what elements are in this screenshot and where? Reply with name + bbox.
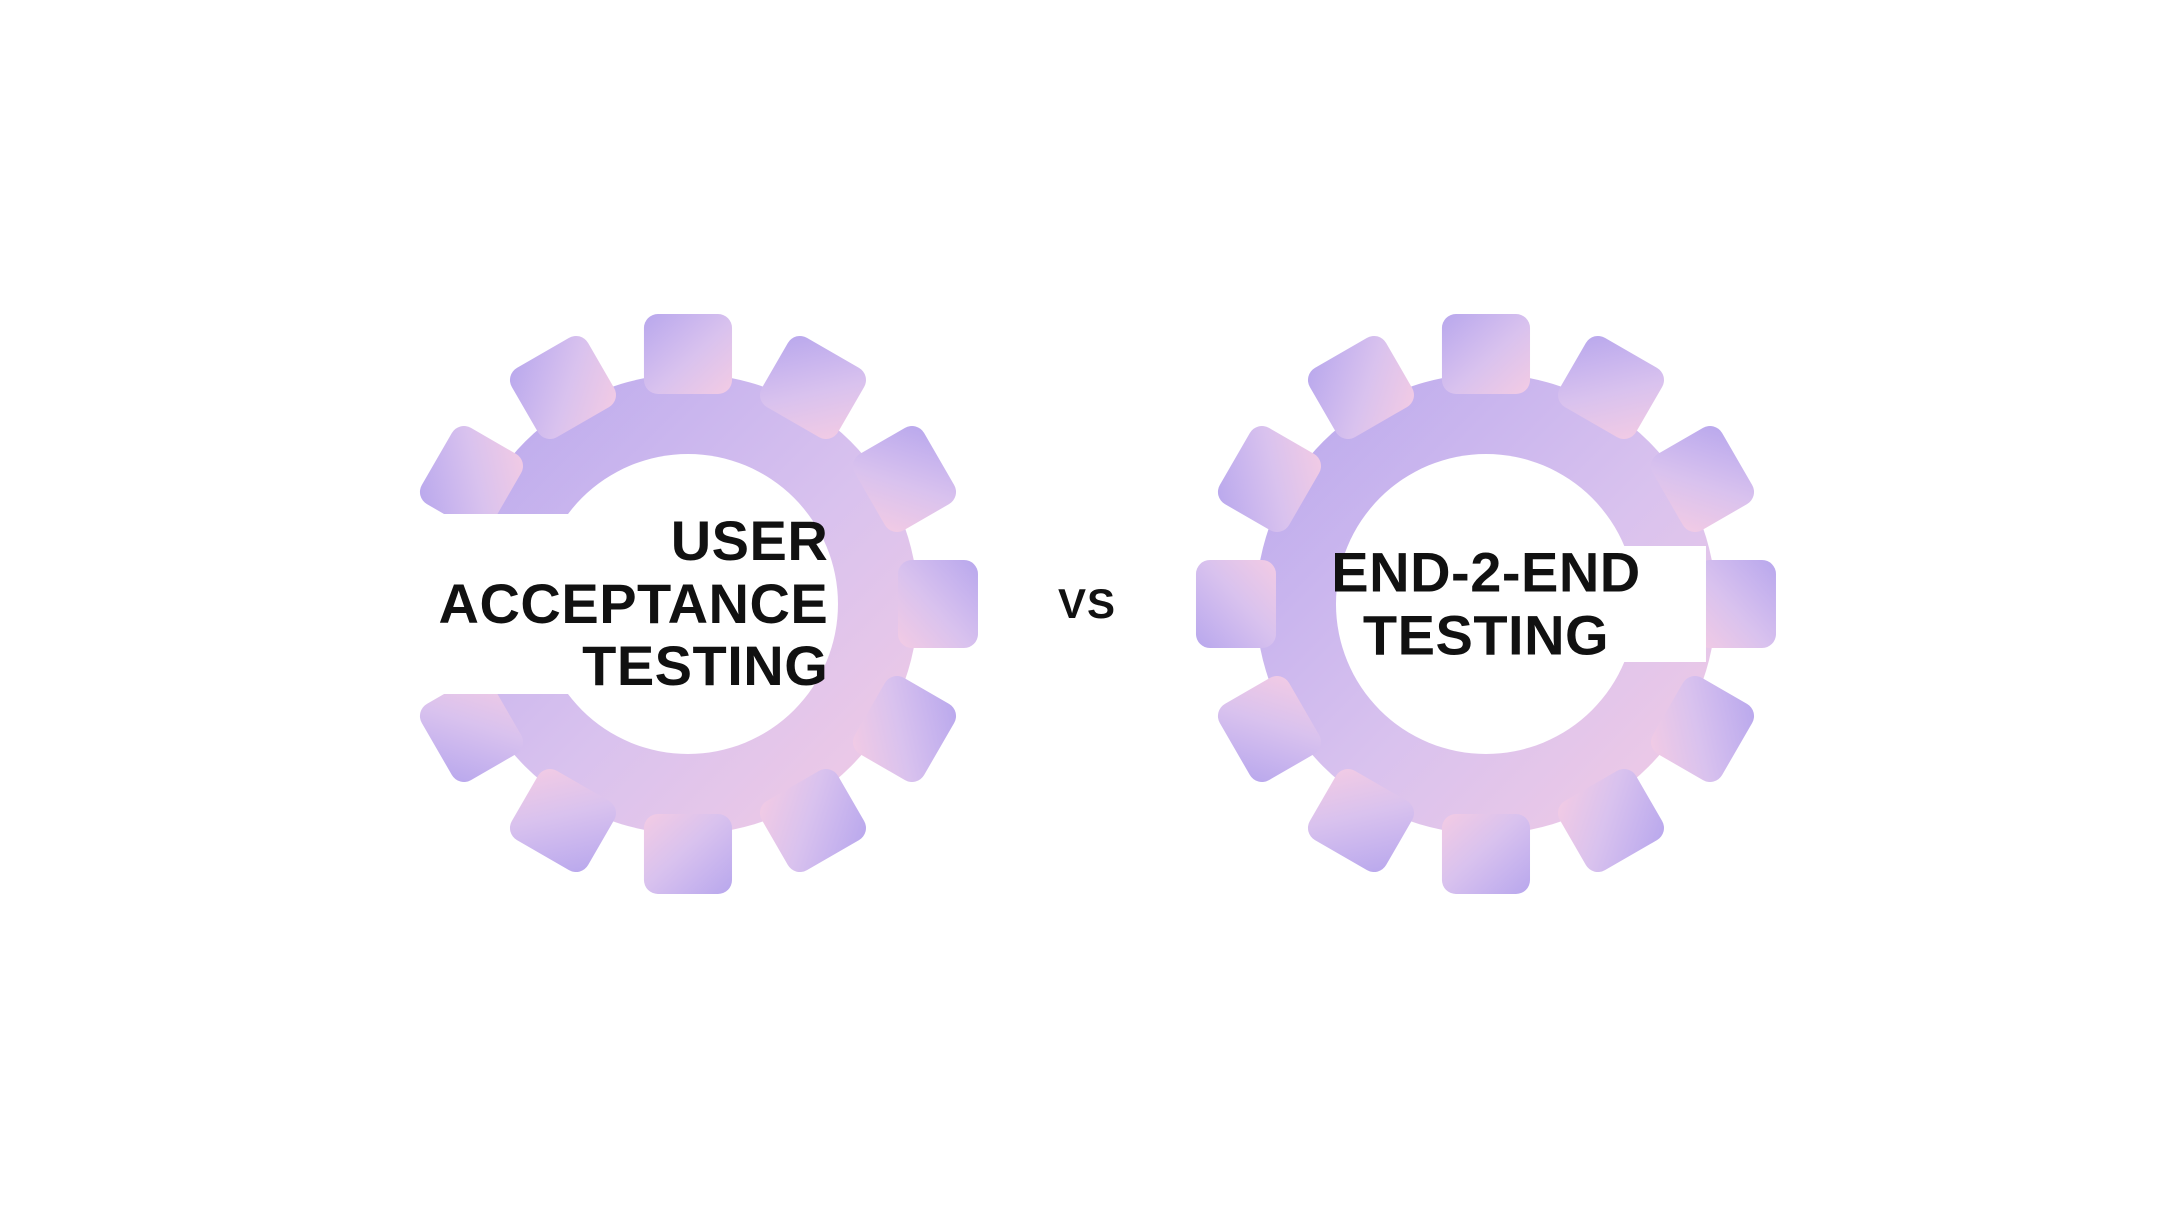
left-gear-label: USER ACCEPTANCE TESTING [439,510,829,698]
infographic-stage: USER ACCEPTANCE TESTING VS END-2-END TES… [0,0,2174,1208]
vs-label: VS [1058,580,1116,628]
comparison-row: USER ACCEPTANCE TESTING VS END-2-END TES… [388,304,1786,904]
left-gear: USER ACCEPTANCE TESTING [388,304,988,904]
right-gear-label: END-2-END TESTING [1331,541,1640,666]
right-gear: END-2-END TESTING [1186,304,1786,904]
